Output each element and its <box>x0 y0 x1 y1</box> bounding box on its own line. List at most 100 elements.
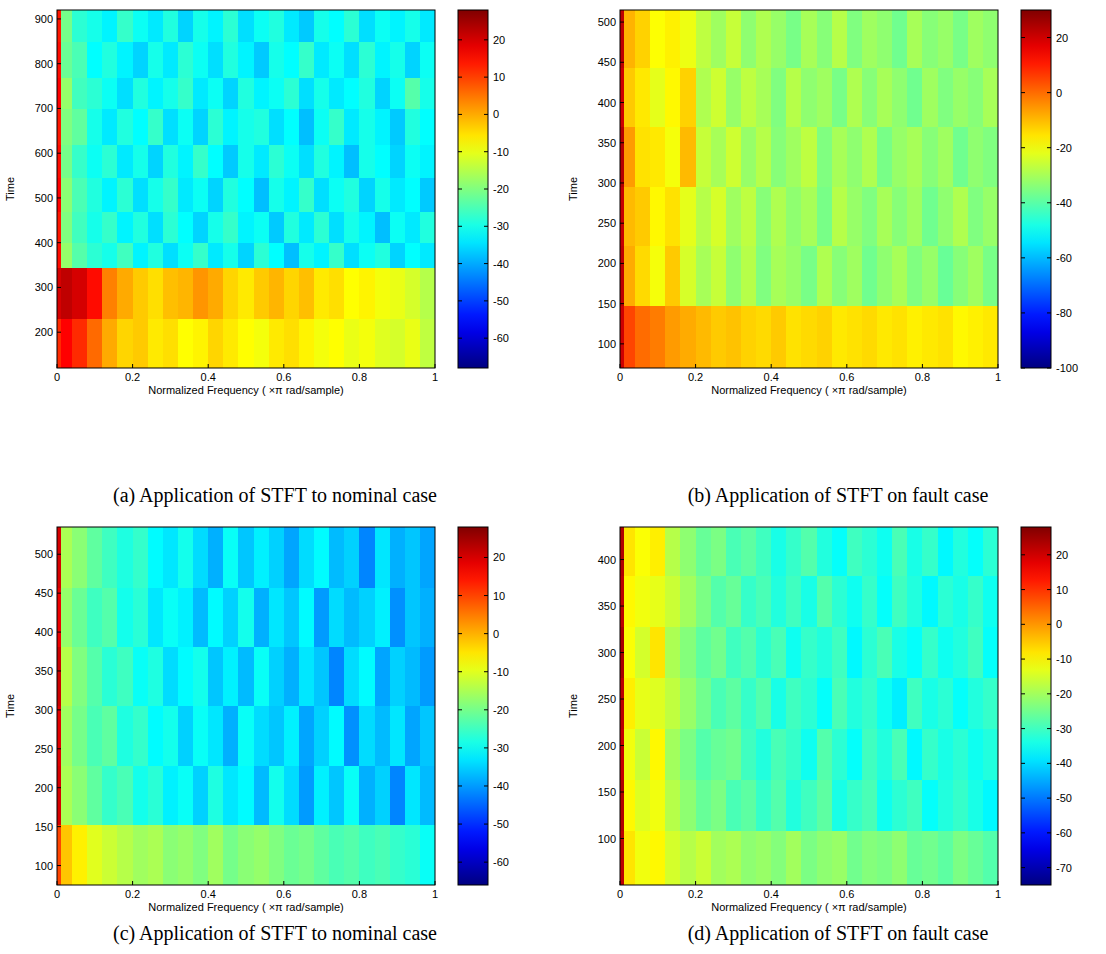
cell <box>711 678 727 730</box>
colorbar-tick-label: -60 <box>493 332 509 344</box>
x-axis-title: Normalized Frequency ( ×π rad/sample) <box>711 384 907 396</box>
cell <box>390 77 406 109</box>
cell <box>254 108 270 144</box>
cell <box>938 246 954 306</box>
cell <box>193 588 209 648</box>
cell <box>938 305 954 368</box>
cell <box>635 575 651 627</box>
cell <box>72 765 88 825</box>
cell <box>61 647 73 707</box>
cell <box>87 319 103 368</box>
cell <box>786 831 802 885</box>
y-tick-label: 100 <box>598 338 616 350</box>
x-tick <box>435 881 436 885</box>
cell <box>238 243 254 268</box>
x-tick-label: 0.4 <box>201 371 216 383</box>
cell <box>907 10 923 68</box>
cell <box>223 527 239 588</box>
cell <box>922 575 938 627</box>
cell <box>624 246 636 306</box>
caption: (a) Application of STFT to nominal case <box>113 484 437 507</box>
cell <box>329 824 345 885</box>
cell <box>359 267 375 319</box>
cell <box>405 588 421 648</box>
cell <box>832 626 848 678</box>
plot-frame <box>57 527 435 885</box>
cell <box>832 246 848 306</box>
colorbar-tick <box>458 747 462 748</box>
cell <box>635 246 651 306</box>
cell <box>254 527 270 588</box>
colorbar-tick <box>1021 624 1025 625</box>
cell <box>877 780 893 832</box>
cell <box>238 588 254 648</box>
colorbar-tick <box>1021 659 1025 660</box>
cell <box>284 267 300 319</box>
cell <box>269 527 285 588</box>
cell <box>148 144 164 178</box>
cell <box>359 10 375 42</box>
cell <box>786 729 802 781</box>
cell <box>72 647 88 707</box>
cell <box>178 178 194 212</box>
colorbar-tick <box>458 77 462 78</box>
cell <box>907 186 923 246</box>
cell <box>208 588 224 648</box>
cell <box>133 10 149 42</box>
colorbar-tick <box>484 263 488 264</box>
cell <box>359 765 375 825</box>
cell <box>223 706 239 766</box>
cell <box>680 626 696 678</box>
cell <box>61 319 73 368</box>
cell <box>786 678 802 730</box>
cell <box>907 626 923 678</box>
cell <box>344 41 360 77</box>
cell <box>801 831 817 885</box>
colorbar-tick-label: -80 <box>1056 307 1072 319</box>
cell <box>635 678 651 730</box>
cell <box>390 319 406 368</box>
cell <box>102 267 118 319</box>
colorbar-tick-label: -20 <box>1056 142 1072 154</box>
cell <box>314 77 330 109</box>
cell <box>953 729 969 781</box>
cell <box>163 824 179 885</box>
cell <box>375 144 391 178</box>
y-tick <box>57 709 61 710</box>
cell <box>148 527 164 588</box>
panel: 00.20.40.60.81200300400500600700800900No… <box>4 10 509 507</box>
cell <box>390 647 406 707</box>
cell <box>741 305 757 368</box>
cell <box>922 678 938 730</box>
cell <box>696 527 712 576</box>
cell <box>832 67 848 127</box>
y-tick-label: 200 <box>35 782 53 794</box>
cell <box>375 77 391 109</box>
cell <box>223 824 239 885</box>
cell <box>117 588 133 648</box>
cell <box>72 41 88 77</box>
cell <box>907 575 923 627</box>
cell <box>650 186 666 246</box>
cell <box>405 647 421 707</box>
cell <box>922 626 938 678</box>
y-tick-label: 400 <box>598 97 616 109</box>
colorbar-tick <box>484 595 488 596</box>
cell <box>269 319 285 368</box>
cell <box>223 108 239 144</box>
cell <box>223 41 239 77</box>
x-tick-label: 0.6 <box>276 888 291 900</box>
colorbar-tick <box>1047 312 1051 313</box>
cell <box>102 41 118 77</box>
cell <box>117 243 133 268</box>
cell <box>680 575 696 627</box>
cell <box>314 765 330 825</box>
cell <box>359 588 375 648</box>
cell <box>314 10 330 42</box>
cell <box>922 67 938 127</box>
cell <box>420 178 435 212</box>
cell <box>862 10 878 68</box>
colorbar-tick <box>484 671 488 672</box>
cell <box>344 647 360 707</box>
cell <box>208 765 224 825</box>
